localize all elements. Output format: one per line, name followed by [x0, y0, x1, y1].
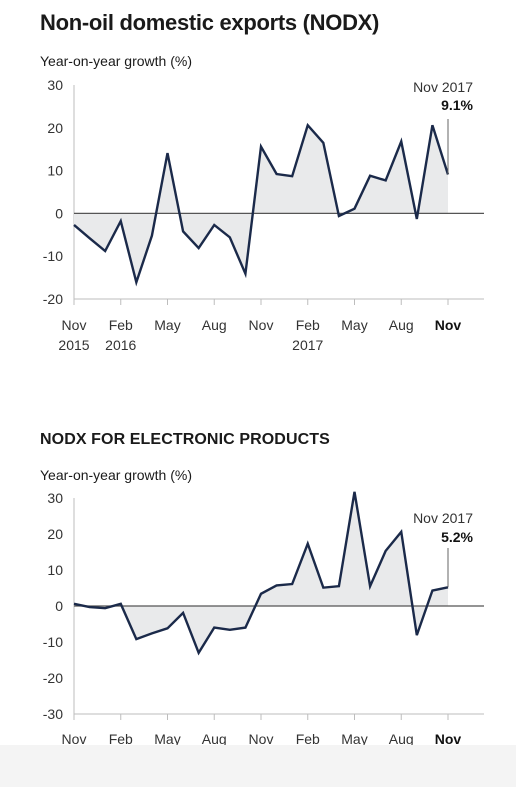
- nodx-line-chart: 30 20 10 0 -10 -20 Nov 2015 Feb 2016 May Aug Nov Feb 2…: [43, 77, 484, 353]
- y-axis-label-electronics: Year-on-year growth (%): [40, 467, 192, 483]
- nodx-x-tick-label: Aug: [389, 317, 414, 333]
- nodx-x-tick-label: Aug: [202, 317, 227, 333]
- nodx-x-tick-label: Nov: [435, 317, 462, 333]
- elec-y-tick-label: 10: [47, 562, 63, 578]
- elec-area-fill: [74, 491, 448, 653]
- nodx-x-tick-label: May: [154, 317, 180, 333]
- elec-x-tick-label: Aug: [389, 731, 414, 747]
- nodx-x-tick-label: Feb: [109, 317, 133, 333]
- elec-x-tick-label: May: [154, 731, 180, 747]
- nodx-y-tick-label: -10: [43, 248, 63, 264]
- elec-annotation-value: 5.2%: [441, 529, 473, 545]
- elec-x-tick-label: Nov: [435, 731, 462, 747]
- nodx-y-tick-label: 0: [55, 205, 63, 221]
- nodx-x-tick-label: May: [341, 317, 367, 333]
- elec-y-tick-label: -30: [43, 706, 63, 722]
- nodx-y-tick-label: -20: [43, 291, 63, 307]
- nodx-x-tick-label: Nov: [249, 317, 274, 333]
- elec-y-tick-label: -10: [43, 634, 63, 650]
- chart-title-electronics: NODX FOR ELECTRONIC PRODUCTS: [40, 431, 330, 448]
- nodx-x-tick-year-label: 2017: [292, 337, 323, 353]
- elec-x-tick-label: May: [341, 731, 367, 747]
- elec-y-tick-label: -20: [43, 670, 63, 686]
- elec-x-tick-label: Feb: [109, 731, 133, 747]
- nodx-area-fill: [74, 125, 448, 283]
- nodx-annotation-value: 9.1%: [441, 97, 473, 113]
- nodx-y-tick-label: 30: [47, 77, 63, 93]
- elec-y-tick-label: 30: [47, 490, 63, 506]
- nodx-x-tick-year-label: 2016: [105, 337, 136, 353]
- elec-x-tick-label: Nov: [249, 731, 274, 747]
- nodx-x-tick-year-label: 2015: [58, 337, 89, 353]
- elec-y-tick-label: 0: [55, 598, 63, 614]
- elec-annotation-label: Nov 2017: [413, 510, 473, 526]
- nodx-y-tick-label: 20: [47, 120, 63, 136]
- y-axis-label-nodx: Year-on-year growth (%): [40, 53, 192, 69]
- elec-x-tick-label: Feb: [296, 731, 320, 747]
- bottom-band: [0, 745, 516, 787]
- elec-x-tick-label: Nov: [62, 731, 87, 747]
- nodx-x-tick-label: Feb: [296, 317, 320, 333]
- elec-series-line: [73, 491, 449, 656]
- nodx-series-line: [73, 122, 450, 287]
- chart-title-nodx: Non-oil domestic exports (NODX): [40, 10, 380, 35]
- elec-y-tick-label: 20: [47, 526, 63, 542]
- elec-x-tick-label: Aug: [202, 731, 227, 747]
- nodx-annotation-label: Nov 2017: [413, 79, 473, 95]
- nodx-x-tick-label: Nov: [62, 317, 87, 333]
- nodx-y-tick-label: 10: [47, 163, 63, 179]
